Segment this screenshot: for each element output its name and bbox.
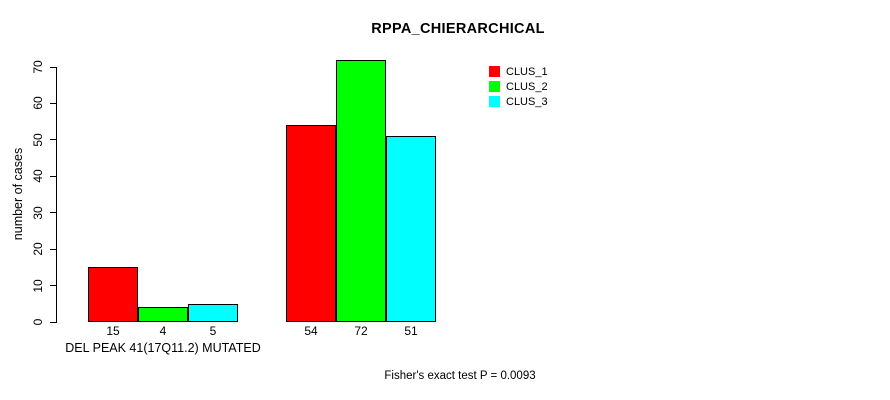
y-tick-label: 30 [31, 206, 45, 220]
fisher-test-footnote: Fisher's exact test P = 0.0093 [384, 370, 536, 382]
legend-swatch-icon [489, 65, 500, 77]
y-tick-label: 60 [31, 96, 45, 111]
y-axis-title: number of cases [11, 147, 25, 241]
y-tick-label: 20 [31, 242, 45, 256]
y-tick-label: 50 [31, 133, 45, 147]
bar-value-label: 54 [304, 324, 318, 338]
y-tick-mark [50, 102, 57, 104]
y-tick-mark [50, 285, 57, 287]
y-tick-label: 0 [31, 318, 45, 326]
bar-value-label: 51 [404, 324, 418, 338]
bar-clus_2 [138, 307, 188, 322]
bar-clus_2 [336, 60, 386, 322]
y-tick-mark [50, 66, 57, 68]
bar-value-label: 72 [354, 324, 368, 338]
y-axis-line [56, 67, 57, 323]
legend-label: CLUS_2 [506, 80, 548, 93]
bar-clus_3 [188, 304, 238, 322]
y-tick-mark [50, 139, 57, 141]
y-tick-label: 40 [31, 169, 45, 183]
legend-swatch-icon [489, 95, 500, 107]
bar-value-label: 15 [106, 324, 120, 338]
bar-value-label: 4 [159, 324, 167, 338]
x-axis-label: DEL PEAK 41(17Q11.2) MUTATED [65, 341, 261, 355]
legend-label: CLUS_1 [506, 65, 548, 78]
bar-clus_1 [88, 267, 138, 322]
y-tick-mark [50, 248, 57, 250]
legend-swatch-icon [489, 80, 500, 92]
y-tick-label: 10 [31, 278, 45, 293]
chart-title: RPPA_CHIERARCHICAL [371, 21, 545, 37]
y-tick-label: 70 [31, 60, 45, 74]
y-tick-mark [50, 212, 57, 214]
y-tick-mark [50, 175, 57, 177]
y-tick-mark [50, 321, 57, 323]
bar-clus_3 [386, 136, 436, 322]
bar-value-label: 5 [209, 324, 217, 338]
bar-clus_1 [286, 125, 336, 322]
legend-label: CLUS_3 [506, 95, 548, 108]
